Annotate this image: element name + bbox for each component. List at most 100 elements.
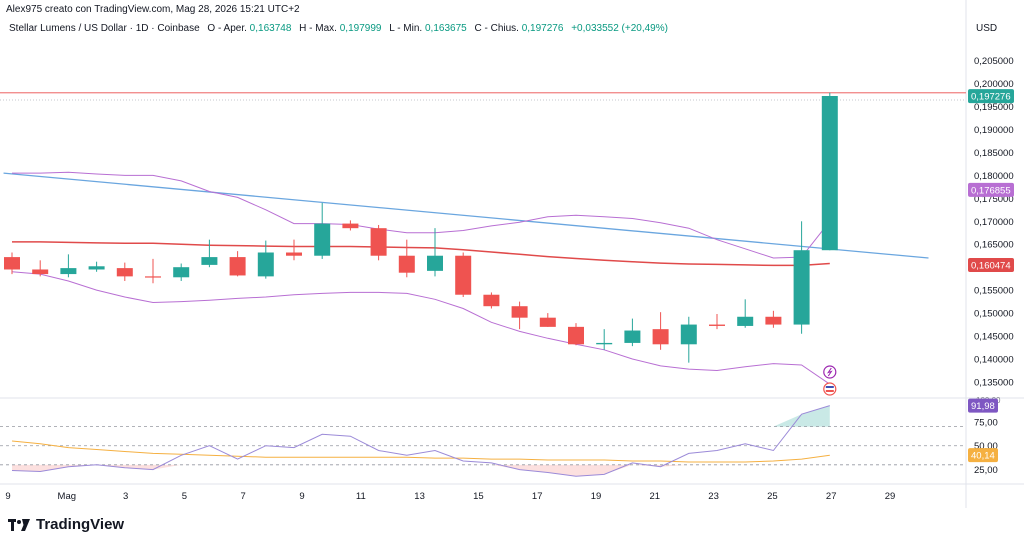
rsi-axis-marker	[968, 448, 998, 463]
time-tick-label: 11	[356, 491, 366, 502]
price-tick-label: 0,145000	[974, 332, 1014, 343]
moving-average-line	[12, 241, 830, 267]
candle-body	[624, 330, 641, 343]
bollinger-lower-band	[11, 271, 831, 385]
candle-body	[511, 306, 528, 318]
rsi-line	[11, 405, 830, 477]
bollinger-upper-band	[12, 171, 831, 259]
price-tick-label: 0,190000	[974, 125, 1014, 136]
candle-body	[709, 324, 725, 326]
candle-body	[483, 294, 500, 307]
time-tick-label: 23	[708, 491, 719, 502]
rsi-overbought-fill	[12, 405, 830, 427]
time-tick-label: 9	[5, 491, 10, 502]
low-label: L - Min.	[389, 23, 423, 34]
price-axis-marker	[968, 182, 1014, 197]
candle-body	[32, 269, 49, 275]
close-label: C - Chius.	[474, 23, 519, 34]
time-tick-label: 9	[299, 491, 304, 502]
candle-body	[229, 257, 246, 276]
high-value: 0,197999	[339, 23, 382, 34]
tradingview-brand: TradingView	[8, 516, 124, 533]
time-tick-label: 13	[414, 491, 425, 502]
candle-body	[765, 316, 782, 325]
time-tick-label: 17	[532, 491, 543, 502]
candle-body	[88, 266, 105, 270]
price-tick-label: 0,135000	[974, 377, 1014, 388]
candle-body	[652, 329, 669, 345]
open-label: O - Aper.	[207, 23, 247, 34]
candle-body	[427, 255, 443, 271]
price-tick-label: 0,170000	[974, 217, 1014, 228]
change-value: +0,033552 (+20,49%)	[571, 23, 668, 34]
candle-body	[145, 276, 161, 278]
ohlc-legend: Stellar Lumens / US Dollar · 1D · Coinba…	[9, 23, 668, 34]
rsi-axis-marker-text: 91,98	[971, 401, 995, 412]
time-tick-label: 5	[182, 491, 187, 502]
flag-icon	[823, 382, 837, 396]
time-tick-label: 7	[241, 491, 246, 502]
price-tick-label: 0,140000	[974, 354, 1014, 365]
open-value: 0,163748	[249, 23, 292, 34]
candle-body	[257, 252, 274, 277]
candle-body	[116, 268, 133, 277]
candle-body	[793, 250, 810, 325]
trendline	[3, 172, 929, 259]
time-tick-label: 27	[826, 491, 837, 502]
price-axis-marker	[968, 89, 1014, 104]
chart-credit: Alex975 creato con TradingView.com, Mag …	[6, 4, 300, 15]
candle-body	[173, 267, 190, 278]
candle-body	[821, 95, 838, 251]
price-axis-marker-text: 0,176855	[971, 185, 1011, 196]
price-tick-label: 0,180000	[974, 171, 1014, 182]
candle-body	[342, 223, 359, 229]
high-label: H - Max.	[299, 23, 337, 34]
candle-body	[60, 268, 77, 275]
candle-body	[539, 317, 556, 327]
price-tick-label: 0,150000	[974, 309, 1014, 320]
rsi-tick-label: 50,00	[974, 441, 998, 452]
price-axis-marker	[968, 258, 1014, 273]
candle-body	[286, 252, 302, 256]
time-tick-label: 3	[123, 491, 128, 502]
low-value: 0,163675	[424, 23, 467, 34]
time-tick-label: 19	[591, 491, 602, 502]
price-axis-marker-text: 0,197276	[971, 92, 1011, 103]
rsi-moving-average	[11, 440, 830, 463]
candle-body	[370, 228, 387, 256]
rsi-axis-marker	[968, 398, 998, 413]
time-tick-label: 15	[473, 491, 484, 502]
price-tick-label: 0,205000	[974, 56, 1014, 67]
rsi-tick-label: 25,00	[974, 465, 998, 476]
time-tick-label: 29	[885, 491, 896, 502]
candle-body	[398, 255, 415, 273]
price-tick-label: 0,200000	[974, 79, 1014, 90]
price-tick-label: 0,175000	[974, 194, 1014, 205]
candle-body	[680, 324, 697, 345]
candle-body	[4, 257, 20, 270]
price-tick-label: 0,195000	[974, 102, 1014, 113]
price-tick-label: 0,185000	[974, 148, 1014, 159]
candle-body	[596, 342, 613, 345]
time-tick-label: 25	[767, 491, 778, 502]
time-tick-label: Mag	[58, 491, 76, 502]
price-tick-label: 0,165000	[974, 240, 1014, 251]
price-axis-marker-text: 0,160474	[971, 261, 1011, 272]
rsi-oversold-fill	[12, 464, 830, 477]
rsi-tick-label: 75,00	[974, 417, 998, 428]
close-value: 0,197276	[521, 23, 564, 34]
brand-name: TradingView	[36, 516, 125, 533]
candle-body	[568, 326, 584, 345]
candle-body	[314, 223, 331, 256]
tradingview-logo-icon	[8, 518, 30, 531]
candle-body	[737, 316, 754, 326]
currency-label: USD	[976, 23, 998, 34]
lightning-icon-glyph	[826, 367, 833, 377]
price-tick-label: 0,155000	[974, 286, 1014, 297]
rsi-axis-marker-text: 40,14	[971, 451, 995, 462]
time-tick-label: 21	[650, 491, 661, 502]
candle-body	[455, 255, 472, 295]
symbol-name[interactable]: Stellar Lumens / US Dollar · 1D · Coinba…	[9, 23, 200, 34]
candle-body	[201, 257, 218, 265]
